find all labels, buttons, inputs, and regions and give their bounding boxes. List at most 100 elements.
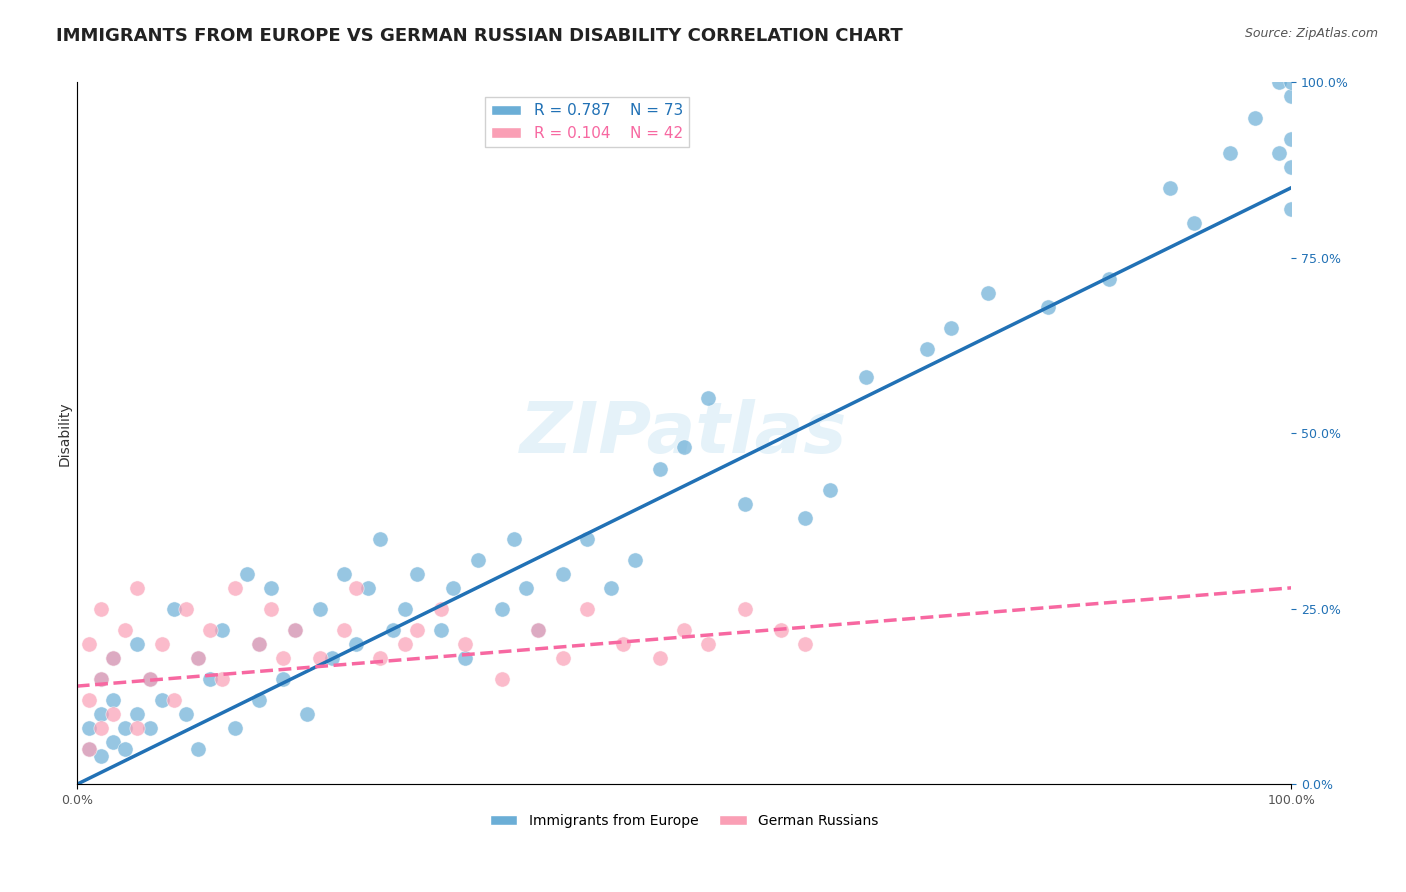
German Russians	[734, 602, 756, 616]
Immigrants from Europe	[333, 566, 356, 581]
Immigrants from Europe	[138, 672, 160, 686]
Text: ZIPatlas: ZIPatlas	[520, 399, 848, 468]
Immigrants from Europe	[624, 553, 647, 567]
Immigrants from Europe	[297, 707, 319, 722]
Immigrants from Europe	[1268, 145, 1291, 160]
Immigrants from Europe	[915, 342, 938, 356]
German Russians	[90, 672, 112, 686]
Immigrants from Europe	[515, 581, 537, 595]
Immigrants from Europe	[1279, 202, 1302, 216]
German Russians	[770, 623, 793, 637]
Immigrants from Europe	[394, 602, 416, 616]
Immigrants from Europe	[1279, 160, 1302, 174]
Immigrants from Europe	[271, 672, 294, 686]
Immigrants from Europe	[1182, 216, 1205, 230]
Immigrants from Europe	[467, 553, 489, 567]
Immigrants from Europe	[90, 707, 112, 722]
German Russians	[187, 651, 209, 665]
Immigrants from Europe	[90, 749, 112, 764]
German Russians	[127, 721, 149, 735]
German Russians	[101, 707, 124, 722]
Immigrants from Europe	[236, 566, 259, 581]
Immigrants from Europe	[441, 581, 464, 595]
German Russians	[90, 602, 112, 616]
Immigrants from Europe	[187, 742, 209, 756]
German Russians	[344, 581, 367, 595]
Immigrants from Europe	[127, 707, 149, 722]
Immigrants from Europe	[672, 441, 695, 455]
German Russians	[648, 651, 671, 665]
Immigrants from Europe	[1219, 145, 1241, 160]
Immigrants from Europe	[90, 672, 112, 686]
Immigrants from Europe	[357, 581, 380, 595]
Immigrants from Europe	[697, 392, 720, 406]
German Russians	[612, 637, 634, 651]
German Russians	[200, 623, 222, 637]
Immigrants from Europe	[1279, 131, 1302, 145]
Immigrants from Europe	[794, 510, 817, 524]
German Russians	[138, 672, 160, 686]
Immigrants from Europe	[114, 742, 136, 756]
German Russians	[405, 623, 427, 637]
Immigrants from Europe	[1243, 111, 1265, 125]
Immigrants from Europe	[818, 483, 841, 497]
Immigrants from Europe	[101, 735, 124, 749]
Immigrants from Europe	[101, 651, 124, 665]
Immigrants from Europe	[260, 581, 283, 595]
Legend: Immigrants from Europe, German Russians: Immigrants from Europe, German Russians	[484, 808, 884, 834]
Immigrants from Europe	[1268, 75, 1291, 89]
Immigrants from Europe	[247, 693, 270, 707]
German Russians	[77, 742, 100, 756]
German Russians	[370, 651, 392, 665]
Immigrants from Europe	[491, 602, 513, 616]
German Russians	[551, 651, 574, 665]
Immigrants from Europe	[976, 286, 998, 301]
Immigrants from Europe	[321, 651, 343, 665]
Immigrants from Europe	[224, 721, 246, 735]
Immigrants from Europe	[370, 532, 392, 546]
Immigrants from Europe	[200, 672, 222, 686]
German Russians	[491, 672, 513, 686]
Immigrants from Europe	[1098, 272, 1121, 286]
Immigrants from Europe	[648, 461, 671, 475]
Immigrants from Europe	[247, 637, 270, 651]
Immigrants from Europe	[1038, 300, 1060, 314]
Immigrants from Europe	[855, 370, 877, 384]
Immigrants from Europe	[503, 532, 526, 546]
German Russians	[211, 672, 233, 686]
Immigrants from Europe	[941, 321, 963, 335]
Immigrants from Europe	[1159, 180, 1181, 194]
German Russians	[394, 637, 416, 651]
German Russians	[454, 637, 477, 651]
Immigrants from Europe	[77, 721, 100, 735]
Y-axis label: Disability: Disability	[58, 401, 72, 466]
German Russians	[697, 637, 720, 651]
Immigrants from Europe	[575, 532, 598, 546]
German Russians	[127, 581, 149, 595]
Immigrants from Europe	[150, 693, 173, 707]
German Russians	[163, 693, 186, 707]
Immigrants from Europe	[405, 566, 427, 581]
German Russians	[260, 602, 283, 616]
German Russians	[114, 623, 136, 637]
German Russians	[430, 602, 453, 616]
Immigrants from Europe	[187, 651, 209, 665]
German Russians	[77, 693, 100, 707]
German Russians	[247, 637, 270, 651]
Immigrants from Europe	[430, 623, 453, 637]
Immigrants from Europe	[138, 721, 160, 735]
Immigrants from Europe	[527, 623, 550, 637]
Text: IMMIGRANTS FROM EUROPE VS GERMAN RUSSIAN DISABILITY CORRELATION CHART: IMMIGRANTS FROM EUROPE VS GERMAN RUSSIAN…	[56, 27, 903, 45]
Immigrants from Europe	[734, 497, 756, 511]
Immigrants from Europe	[1279, 75, 1302, 89]
German Russians	[575, 602, 598, 616]
Immigrants from Europe	[284, 623, 307, 637]
German Russians	[271, 651, 294, 665]
Immigrants from Europe	[551, 566, 574, 581]
Immigrants from Europe	[211, 623, 233, 637]
German Russians	[527, 623, 550, 637]
German Russians	[308, 651, 330, 665]
Immigrants from Europe	[381, 623, 404, 637]
German Russians	[150, 637, 173, 651]
German Russians	[333, 623, 356, 637]
